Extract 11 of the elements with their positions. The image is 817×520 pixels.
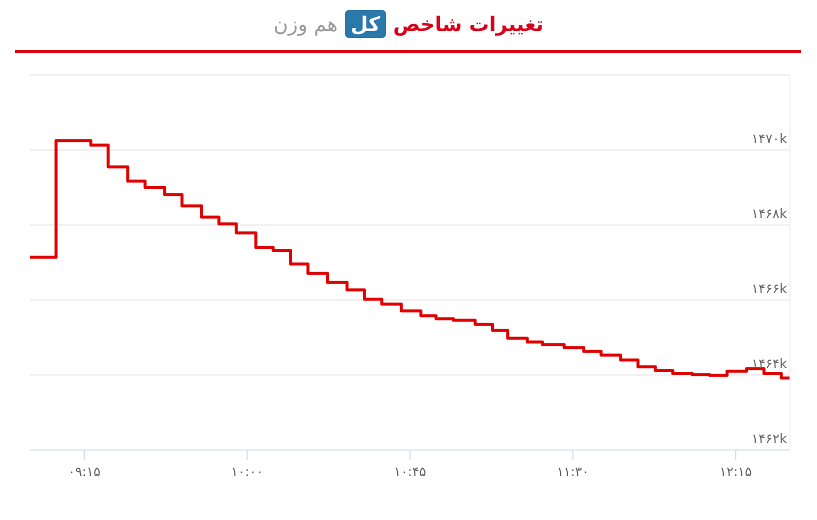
y-tick-label: ۱۴۶۸k bbox=[752, 207, 788, 222]
y-tick-label: ۱۴۶۶k bbox=[752, 282, 788, 297]
x-tick-label: ۱۲:۱۵ bbox=[720, 465, 752, 480]
y-tick-label: ۱۴۷۰k bbox=[752, 132, 788, 147]
x-tick-label: ۱۱:۳۰ bbox=[556, 465, 590, 480]
y-tick-label: ۱۴۶۴k bbox=[752, 357, 788, 372]
x-tick-label: ۰۹:۱۵ bbox=[68, 465, 100, 480]
x-tick-label: ۱۰:۰۰ bbox=[230, 465, 264, 480]
chart-title: تغییرات شاخص کل هم وزن bbox=[273, 11, 544, 38]
y-tick-label: ۱۴۶۲k bbox=[752, 432, 788, 447]
x-tick-label: ۱۰:۴۵ bbox=[394, 465, 426, 480]
